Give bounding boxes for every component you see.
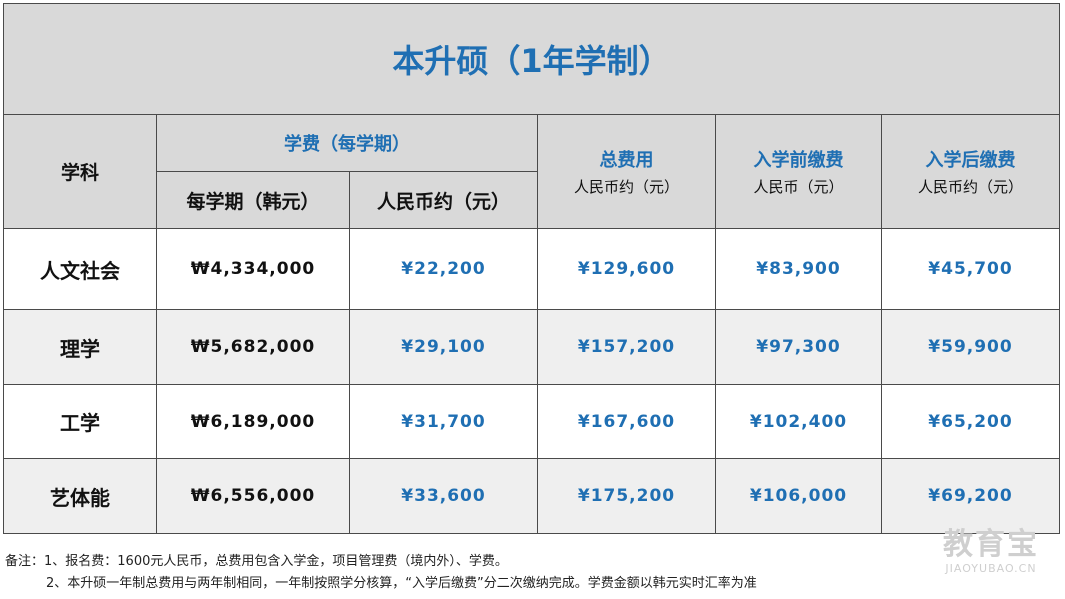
row-tuition-cny: ¥31,700 — [349, 384, 538, 459]
row-total: ¥129,600 — [537, 228, 716, 310]
table-row: 人文社会 ₩4,334,000 ¥22,200 ¥129,600 ¥83,900… — [3, 228, 1060, 310]
note-line-2: 2、本升硕一年制总费用与两年制相同，一年制按照学分核算，“入学后缴费”分二次缴纳… — [46, 576, 757, 591]
row-total: ¥157,200 — [537, 309, 716, 385]
row-tuition-krw: ₩4,334,000 — [156, 228, 350, 310]
header-total-unit: 人民币约（元） — [573, 178, 679, 196]
row-subject: 工学 — [3, 384, 157, 459]
header-tuition-cny: 人民币约（元） — [349, 171, 538, 229]
row-total: ¥175,200 — [537, 458, 716, 534]
header-before-label: 入学前缴费 — [753, 150, 844, 171]
row-before: ¥83,900 — [715, 228, 882, 310]
row-subject: 理学 — [3, 309, 157, 385]
row-after: ¥65,200 — [881, 384, 1060, 459]
row-after: ¥59,900 — [881, 309, 1060, 385]
header-before-unit: 人民币（元） — [753, 178, 844, 196]
row-tuition-krw: ₩6,556,000 — [156, 458, 350, 534]
row-after: ¥69,200 — [881, 458, 1060, 534]
header-after: 入学后缴费 人民币约（元） — [881, 114, 1060, 229]
table-row: 艺体能 ₩6,556,000 ¥33,600 ¥175,200 ¥106,000… — [3, 458, 1060, 534]
row-tuition-krw: ₩5,682,000 — [156, 309, 350, 385]
notes: 备注：1、报名费：1600元人民币，总费用包含入学金，项目管理费（境内外）、学费… — [5, 551, 757, 595]
watermark-logo: 教育宝 JIAOYUBAO.CN — [931, 528, 1051, 576]
watermark-sub: JIAOYUBAO.CN — [945, 562, 1037, 575]
row-before: ¥102,400 — [715, 384, 882, 459]
header-tuition-group: 学费（每学期） — [156, 114, 538, 172]
row-total: ¥167,600 — [537, 384, 716, 459]
row-before: ¥97,300 — [715, 309, 882, 385]
header-after-label: 入学后缴费 — [925, 150, 1016, 171]
note-line-1: 备注：1、报名费：1600元人民币，总费用包含入学金，项目管理费（境内外）、学费… — [5, 554, 508, 569]
fee-table: 本升硕（1年学制） 学科 学费（每学期） 总费用 人民币约（元） 入学前缴费 人… — [3, 3, 1060, 534]
header-before: 入学前缴费 人民币（元） — [715, 114, 882, 229]
header-total: 总费用 人民币约（元） — [537, 114, 716, 229]
header-tuition-krw: 每学期（韩元） — [156, 171, 350, 229]
row-tuition-cny: ¥33,600 — [349, 458, 538, 534]
row-subject: 人文社会 — [3, 228, 157, 310]
row-subject: 艺体能 — [3, 458, 157, 534]
row-after: ¥45,700 — [881, 228, 1060, 310]
table-row: 工学 ₩6,189,000 ¥31,700 ¥167,600 ¥102,400 … — [3, 384, 1060, 459]
row-tuition-cny: ¥22,200 — [349, 228, 538, 310]
row-tuition-cny: ¥29,100 — [349, 309, 538, 385]
header-after-unit: 人民币约（元） — [917, 178, 1023, 196]
table-title: 本升硕（1年学制） — [3, 3, 1060, 115]
header-total-label: 总费用 — [599, 150, 654, 171]
row-tuition-krw: ₩6,189,000 — [156, 384, 350, 459]
watermark-main: 教育宝 — [943, 527, 1039, 562]
row-before: ¥106,000 — [715, 458, 882, 534]
header-subject: 学科 — [3, 114, 157, 229]
table-row: 理学 ₩5,682,000 ¥29,100 ¥157,200 ¥97,300 ¥… — [3, 309, 1060, 385]
